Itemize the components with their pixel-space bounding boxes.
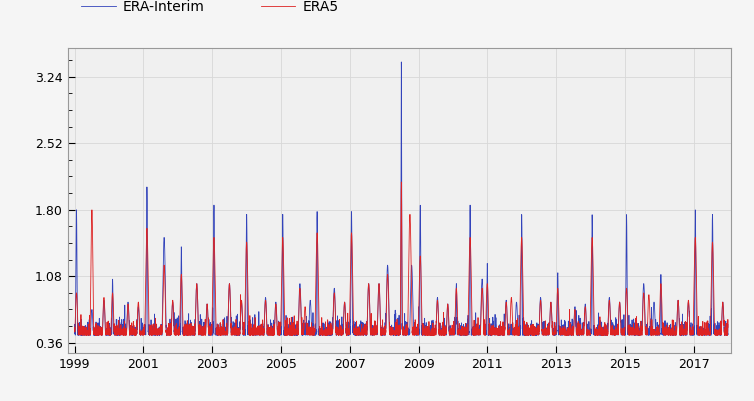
ERA5 bbox=[282, 332, 291, 337]
Line: ERA5: ERA5 bbox=[75, 182, 728, 335]
ERA5 bbox=[288, 333, 297, 338]
ERA-Interim bbox=[452, 315, 461, 320]
Line: ERA-Interim: ERA-Interim bbox=[75, 62, 728, 335]
ERA-Interim bbox=[397, 60, 406, 65]
ERA5 bbox=[723, 325, 732, 330]
ERA-Interim bbox=[344, 333, 353, 338]
Legend: ERA-Interim, ERA5: ERA-Interim, ERA5 bbox=[81, 0, 339, 14]
ERA-Interim bbox=[237, 306, 246, 310]
ERA-Interim bbox=[723, 322, 732, 327]
ERA-Interim bbox=[319, 327, 328, 332]
ERA5 bbox=[432, 319, 441, 324]
ERA-Interim bbox=[70, 331, 79, 336]
ERA-Interim bbox=[250, 325, 259, 330]
ERA5 bbox=[319, 332, 328, 336]
ERA5 bbox=[452, 298, 461, 303]
ERA5 bbox=[70, 325, 79, 330]
ERA5 bbox=[237, 304, 246, 309]
ERA-Interim bbox=[282, 330, 291, 335]
ERA-Interim bbox=[432, 321, 441, 326]
ERA5 bbox=[250, 328, 259, 333]
ERA5 bbox=[397, 180, 406, 184]
